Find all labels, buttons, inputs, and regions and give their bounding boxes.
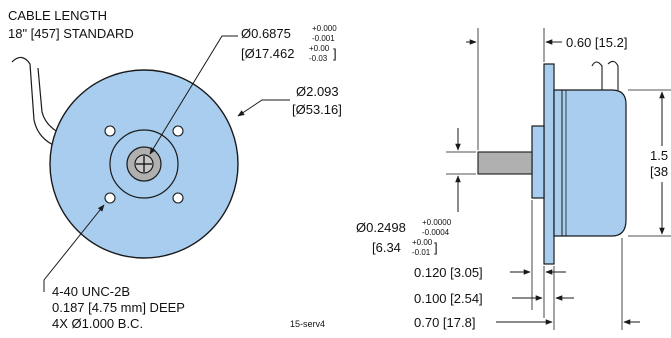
length-label-partial: 1.5 [650,148,668,163]
overall-label: 0.70 [17.8] [414,315,475,330]
encoder-housing [553,89,627,237]
shaft-dia-tol-upper: +0.0000 [422,218,452,227]
cable-label-line1: CABLE LENGTH [8,8,107,23]
flange-len-label: 0.100 [2.54] [414,291,483,306]
length-metric-partial: [38 [650,164,668,179]
body-dia-metric-label: [Ø53.16] [292,102,342,117]
pilot-dia-metric-tol-upper: +0.00 [309,44,330,53]
hole-label-line1: 4-40 UNC-2B [52,284,130,299]
side-cable [591,60,619,90]
side-view: 0.60 [15.2] 1.5 [38 Ø0.2498 +0.0000 -0.0… [356,28,671,330]
pilot-dia-tol-upper: +0.000 [312,24,337,33]
pilot-dia-label: Ø0.6875 [241,26,291,41]
body-dia-label: Ø2.093 [296,84,339,99]
hole-label-line3: 4X Ø1.000 B.C. [52,316,143,331]
flange-plate [543,63,555,265]
pilot-dia-metric-close: ] [333,46,337,61]
pilot-dia-tol-lower: -0.001 [312,34,335,43]
pilot-len-label: 0.120 [3.05] [414,265,483,280]
shaft [477,151,533,175]
pilot-dia-metric-tol-lower: -0.03 [309,54,328,63]
cable-label-line2: 18" [457] STANDARD [8,26,134,41]
hole-label-line2: 0.187 [4.75 mm] DEEP [52,300,185,315]
pilot-dia-leader [149,35,238,155]
shaft-dia-metric-tol-lower: -0.01 [412,248,431,257]
mounting-hole [104,192,116,204]
hole-leader [43,204,105,292]
pilot-dia-metric-label: [Ø17.462 [241,46,295,61]
mounting-hole [172,125,184,137]
flange-thickness-label: 0.60 [15.2] [566,35,627,50]
shaft-dia-metric-close: ] [434,240,438,255]
pilot-boss [531,125,545,199]
front-view: CABLE LENGTH 18" [457] STANDARD Ø0.6875 … [8,8,342,331]
cable-outline [11,56,61,149]
figure-id: 15-serv4 [290,319,325,329]
mounting-hole [172,192,184,204]
shaft-dia-tol-lower: -0.0004 [422,228,450,237]
shaft-dia-label: Ø0.2498 [356,220,406,235]
body-dia-leader [237,99,290,117]
shaft-dia-metric-tol-upper: +0.00 [412,238,433,247]
shaft-dia-metric-label: [6.34 [372,240,401,255]
mounting-hole [104,125,116,137]
